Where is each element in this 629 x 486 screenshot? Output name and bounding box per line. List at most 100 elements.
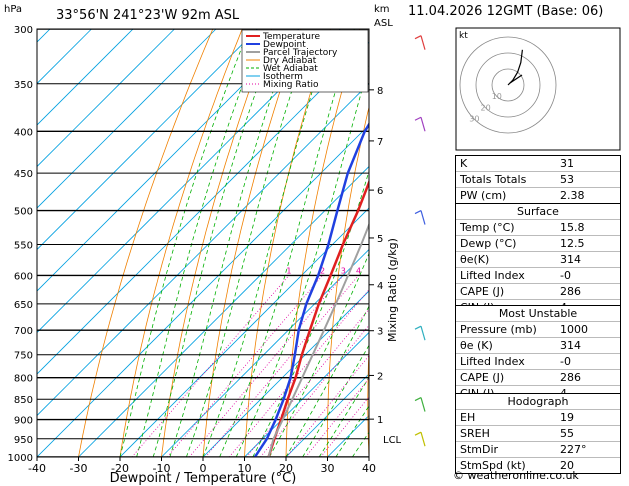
wet-adiabat-line <box>136 29 264 457</box>
wind-barb-flag <box>414 397 422 402</box>
isotherm-line <box>37 82 369 417</box>
km-tick-label: 6 <box>377 186 383 197</box>
row-label: Lifted Index <box>460 355 525 368</box>
surface-row: θe(K) 314 <box>456 252 620 268</box>
row-value: 19 <box>560 411 574 424</box>
hodograph-ring <box>475 52 541 118</box>
pressure-tick-label: 950 <box>14 435 33 446</box>
temperature-tick-label: 0 <box>200 462 207 475</box>
hodograph-ring <box>491 68 525 102</box>
wet-adiabat-line <box>186 29 313 457</box>
hodograph-stats-title: Hodograph <box>456 394 620 410</box>
surface-row: Temp (°C) 15.8 <box>456 220 620 236</box>
row-label: CAPE (J) <box>460 285 505 298</box>
legend-box <box>241 29 369 93</box>
row-label: Temp (°C) <box>460 221 515 234</box>
most-unstable-row: θe (K) 314 <box>456 338 620 354</box>
isotherm-line <box>37 29 258 251</box>
temperature-tick-label: 40 <box>362 462 376 475</box>
wet-adiabat-line <box>302 344 369 457</box>
hodograph-panel-row: EH 19 <box>456 410 620 426</box>
km-tick-label: 8 <box>377 86 383 97</box>
km-label: km <box>374 4 390 15</box>
most-unstable-panel: Most Unstable Pressure (mb) 1000 θe (K) 314… <box>455 305 621 402</box>
isotherm-line <box>161 248 369 457</box>
wind-barb <box>420 432 426 447</box>
row-value: 314 <box>560 339 581 352</box>
km-tick-label: 2 <box>377 371 383 382</box>
isotherm-line <box>244 331 369 457</box>
row-value: 286 <box>560 371 581 384</box>
isotherm-line <box>37 29 300 292</box>
isotherm-line <box>37 124 369 457</box>
index-pw-row: PW (cm) 2.38 <box>460 189 585 202</box>
surface-row: CAPE (J) 286 <box>456 284 620 300</box>
hodograph-panel-row: StmSpd (kt) 20 <box>456 458 620 473</box>
legend-entry: Dry Adiabat <box>263 56 317 66</box>
hodograph-unit: kt <box>459 31 468 41</box>
wind-barb <box>420 35 426 50</box>
row-label: SREH <box>460 427 490 440</box>
wet-adiabat-line <box>285 305 369 457</box>
isotherm-line <box>37 29 341 334</box>
isotherm-line <box>37 41 369 375</box>
isotherm-line <box>37 29 217 209</box>
hpa-label: hPa <box>4 4 22 15</box>
mixing-ratio-line <box>246 308 369 457</box>
row-label: EH <box>460 411 476 424</box>
pressure-tick-label: 1000 <box>8 453 33 464</box>
dry-adiabat-line <box>407 29 448 457</box>
mixing-ratio-label: 3 <box>341 266 346 275</box>
location-title: 33°56'N 241°23'W 92m ASL <box>56 8 240 23</box>
km-tick-label: 1 <box>377 415 383 426</box>
hodograph-ring-label: 10 <box>492 92 502 101</box>
wind-barb-flag <box>414 431 422 436</box>
lcl-label: LCL <box>383 435 402 446</box>
mixing-ratio-label: 1 <box>286 266 291 275</box>
mixing-ratio-line <box>286 355 369 457</box>
isotherm-line <box>202 290 369 457</box>
row-value: 12.5 <box>560 237 585 250</box>
dry-adiabat-line <box>285 29 361 457</box>
most-unstable-row: Lifted Index -0 <box>456 354 620 370</box>
legend-entry: Temperature <box>262 32 320 42</box>
wet-adiabat-line <box>235 63 369 457</box>
row-value: 20 <box>560 459 574 472</box>
surface-row: Dewp (°C) 12.5 <box>456 236 620 252</box>
wet-adiabat-line <box>152 29 279 457</box>
km-tick-label: 3 <box>377 327 383 338</box>
wind-barb-flag <box>414 325 422 330</box>
isotherm-line <box>285 373 369 457</box>
temperature-tick-label: -20 <box>111 462 129 475</box>
wet-adiabat-line <box>169 29 296 457</box>
surface-panel: Surface Temp (°C) 15.8 Dewp (°C) 12.5 θe(K) 3… <box>455 203 621 316</box>
pressure-tick-label: 850 <box>14 395 33 406</box>
wind-barb-flag <box>414 116 422 121</box>
pressure-tick-label: 800 <box>14 374 33 385</box>
surface-row: Lifted Index -0 <box>456 268 620 284</box>
row-value: 55 <box>560 427 574 440</box>
wind-barb <box>420 326 426 341</box>
hodograph-panel-row: StmDir 227° <box>456 442 620 458</box>
wind-barb <box>420 397 426 412</box>
temperature-tick-label: -40 <box>28 462 46 475</box>
temperature-tick-label: 20 <box>279 462 293 475</box>
wind-barb <box>420 210 426 225</box>
datetime-title: 11.04.2026 12GMT (Base: 06) <box>408 4 604 19</box>
row-label: StmSpd (kt) <box>460 459 526 472</box>
index-k-row: K 31 <box>456 156 620 172</box>
isotherm-line <box>37 29 175 168</box>
x-axis-label: Dewpoint / Temperature (°C) <box>110 471 297 486</box>
dry-adiabat-line <box>367 340 369 457</box>
most-unstable-row: Pressure (mb) 1000 <box>456 322 620 338</box>
pressure-tick-label: 350 <box>14 80 33 91</box>
row-label: Lifted Index <box>460 269 525 282</box>
hodograph-frame <box>455 27 621 151</box>
km-tick-label: 7 <box>377 137 383 148</box>
copyright-footer: © weatheronline.co.uk <box>453 469 579 482</box>
legend-entry: Dewpoint <box>263 40 306 50</box>
isotherm-line <box>78 165 369 457</box>
isotherm-line <box>37 29 134 126</box>
temperature-tick-label: -30 <box>70 462 88 475</box>
row-label: θe (K) <box>460 339 493 352</box>
